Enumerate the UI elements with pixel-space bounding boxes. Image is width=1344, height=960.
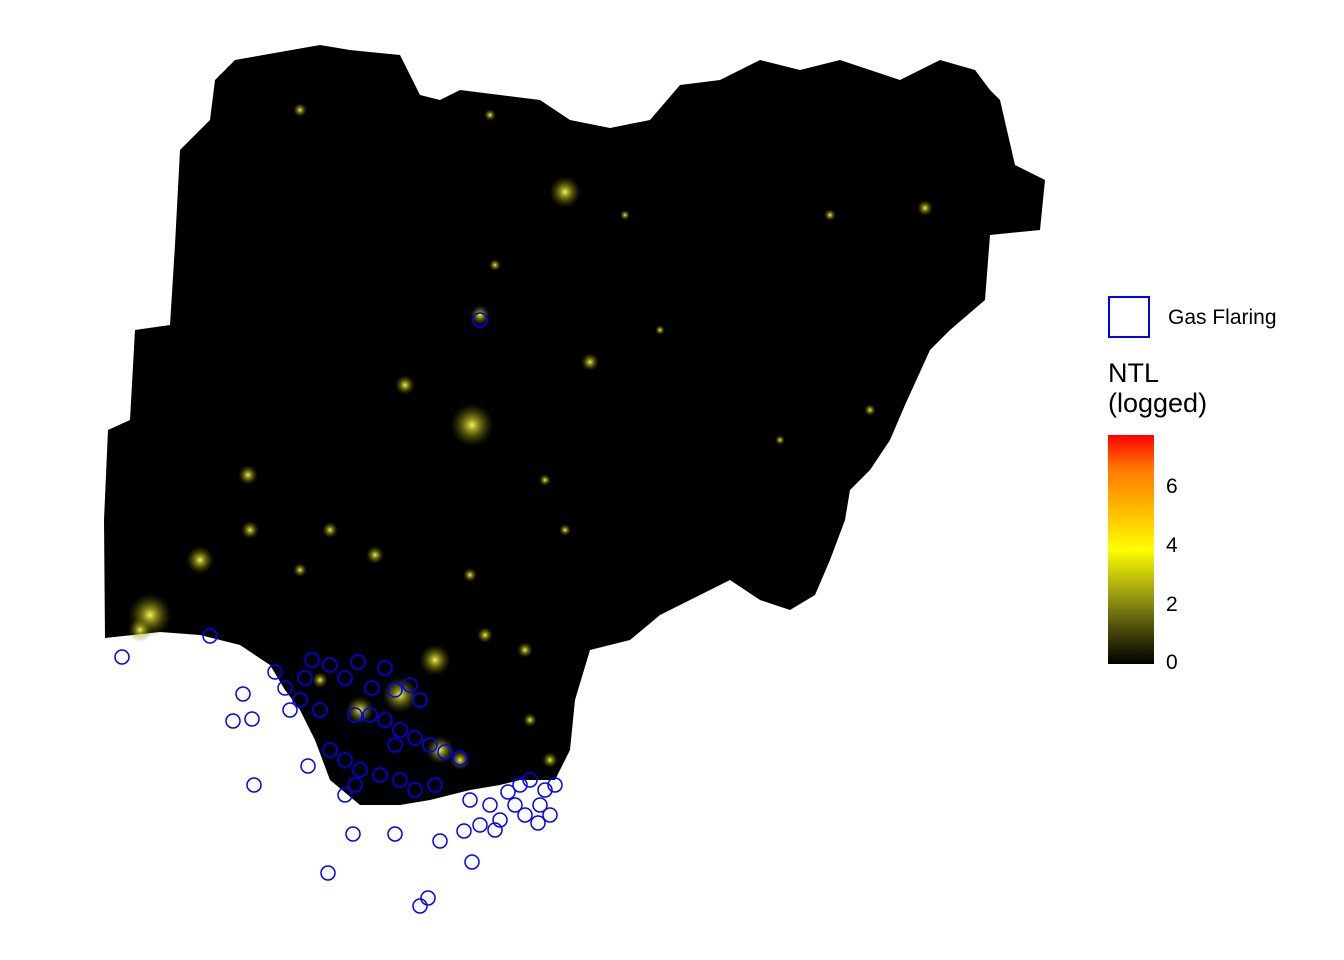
ntl-tick-label-2: 2 — [1166, 593, 1178, 616]
gas-flaring-sites — [114, 312, 563, 914]
gas-flaring-label: Gas Flaring — [1168, 306, 1277, 329]
ntl-tick-mark — [1154, 605, 1160, 606]
gas-flaring-swatch — [1108, 296, 1150, 338]
ntl-tick-mark — [1154, 487, 1160, 488]
ntl-colorbar — [1108, 435, 1154, 664]
ntl-tick-mark — [1154, 546, 1160, 547]
ntl-title-line1: NTL — [1108, 358, 1160, 388]
country-shape — [104, 45, 1045, 805]
ntl-tick-label-0: 0 — [1166, 651, 1178, 674]
ntl-title-line2: (logged) — [1108, 388, 1208, 418]
ntl-tick-mark — [1154, 663, 1160, 664]
ntl-tick-label-4: 4 — [1166, 534, 1178, 557]
ntl-legend-title: NTL (logged) — [1108, 358, 1207, 418]
ntl-tick-label-6: 6 — [1166, 475, 1178, 498]
